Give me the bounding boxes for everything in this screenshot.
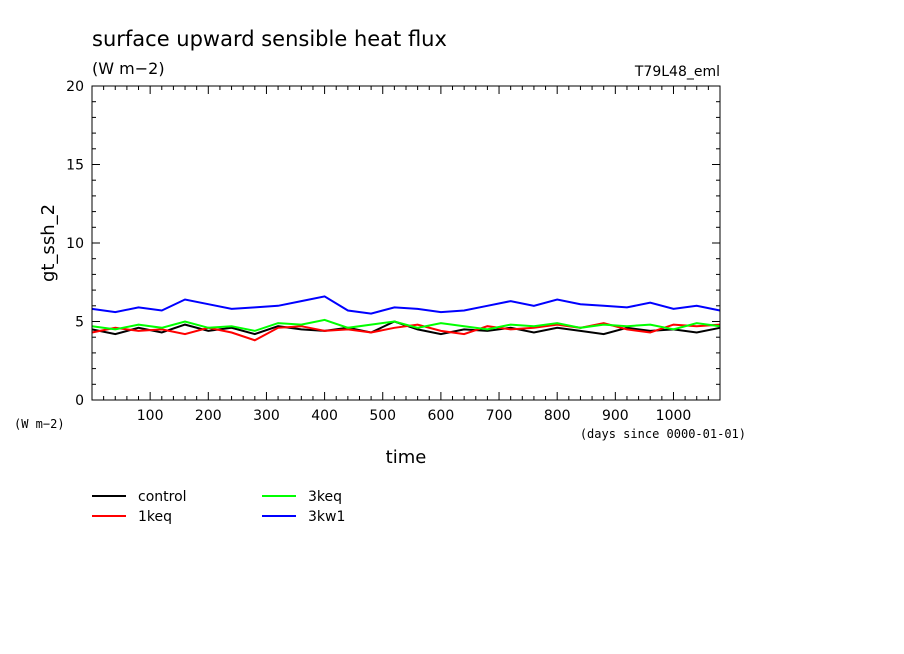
x-tick-label: 100	[137, 408, 164, 424]
x-tick-label: 900	[602, 408, 629, 424]
legend-label: 3keq	[308, 489, 342, 505]
y-tick-label: 0	[75, 393, 84, 409]
x-tick-label: 400	[311, 408, 338, 424]
x-axis-label: time	[386, 447, 427, 468]
x-tick-label: 500	[369, 408, 396, 424]
x-tick-label: 800	[544, 408, 571, 424]
x-tick-label: 700	[486, 408, 513, 424]
y-axis-units: (W m−2)	[14, 417, 65, 431]
plot-frame	[91, 85, 721, 401]
chart-title: surface upward sensible heat flux	[92, 27, 447, 51]
x-tick-label: 600	[428, 408, 455, 424]
y-tick-label: 10	[66, 236, 84, 252]
legend-label: 3kw1	[308, 509, 345, 525]
y-tick-label: 20	[66, 79, 84, 95]
x-tick-label: 200	[195, 408, 222, 424]
x-tick-label: 1000	[656, 408, 692, 424]
y-axis-label: gt_ssh_2	[38, 204, 59, 282]
legend: control 1keq 3keq 3kw1	[92, 489, 345, 525]
chart-units: (W m−2)	[92, 59, 165, 78]
legend-label: 1keq	[138, 509, 172, 525]
series-line-0	[91, 320, 721, 336]
x-tick-label: 300	[253, 408, 280, 424]
run-label: T79L48_eml	[634, 64, 720, 80]
series-line-2	[91, 318, 721, 332]
y-tick-label: 15	[66, 158, 84, 174]
axes: 100 200 300 400 500 600 700 800 900 1000 0 5 10 15 20	[66, 79, 720, 424]
series-line-3	[91, 295, 721, 315]
x-axis-units: (days since 0000-01-01)	[580, 427, 746, 441]
y-tick-label: 5	[75, 315, 84, 331]
plot-series	[91, 295, 721, 342]
legend-label: control	[138, 489, 187, 505]
